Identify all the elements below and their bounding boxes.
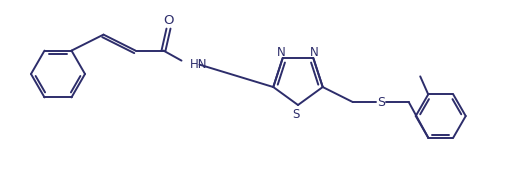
Text: HN: HN [189, 58, 207, 71]
Text: O: O [163, 14, 174, 27]
Text: S: S [377, 95, 385, 108]
Text: N: N [310, 46, 319, 59]
Text: N: N [277, 46, 286, 59]
Text: S: S [292, 108, 299, 121]
